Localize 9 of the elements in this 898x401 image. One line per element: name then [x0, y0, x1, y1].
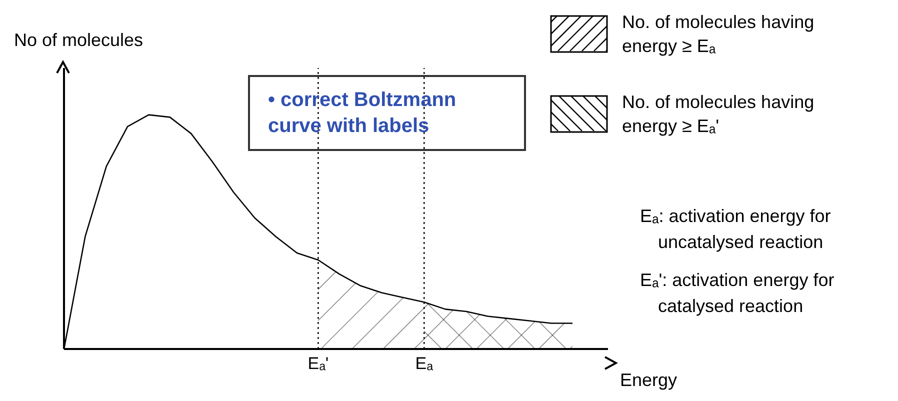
- annotation: • correct Boltzmann curve with labels: [248, 75, 526, 151]
- x-axis-title: Energy: [620, 370, 678, 391]
- text: Eₐ': activation energy for catalysed reaction: [640, 269, 836, 318]
- x-tick-label: Eₐ': [308, 354, 329, 374]
- x-tick-label: Eₐ: [415, 354, 434, 374]
- y-axis-title: No of molecules: [14, 30, 144, 51]
- text: No. of molecules having energy ≥ Eₐ: [622, 11, 816, 58]
- text: Eₐ: activation energy for uncatalysed reaction: [640, 205, 832, 254]
- text: No. of molecules having energy ≥ Eₐ': [622, 91, 816, 138]
